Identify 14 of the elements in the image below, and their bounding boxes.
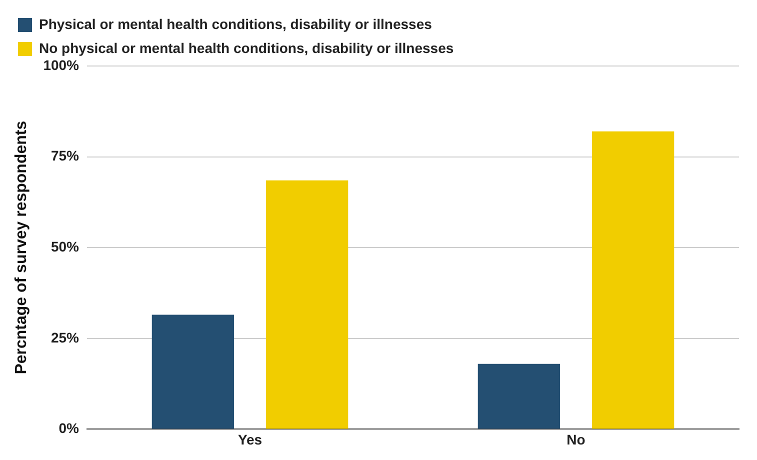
legend-label: Physical or mental health conditions, disability or illnesses (39, 16, 432, 32)
y-tick-label: 25% (50, 329, 80, 346)
y-axis-title: Percntage of survey respondents (13, 120, 30, 374)
bar (592, 131, 674, 429)
bar (152, 314, 234, 429)
y-tick-label: 100% (43, 56, 80, 73)
x-tick-label: Yes (238, 431, 262, 448)
y-tick-label: 0% (58, 420, 80, 436)
legend-label: No physical or mental health conditions, disability or illnesses (39, 40, 454, 56)
bar (478, 364, 560, 429)
bar (266, 180, 348, 429)
x-tick-label: No (566, 431, 586, 448)
y-tick-label: 75% (50, 148, 80, 164)
y-tick-label: 50% (50, 238, 80, 254)
